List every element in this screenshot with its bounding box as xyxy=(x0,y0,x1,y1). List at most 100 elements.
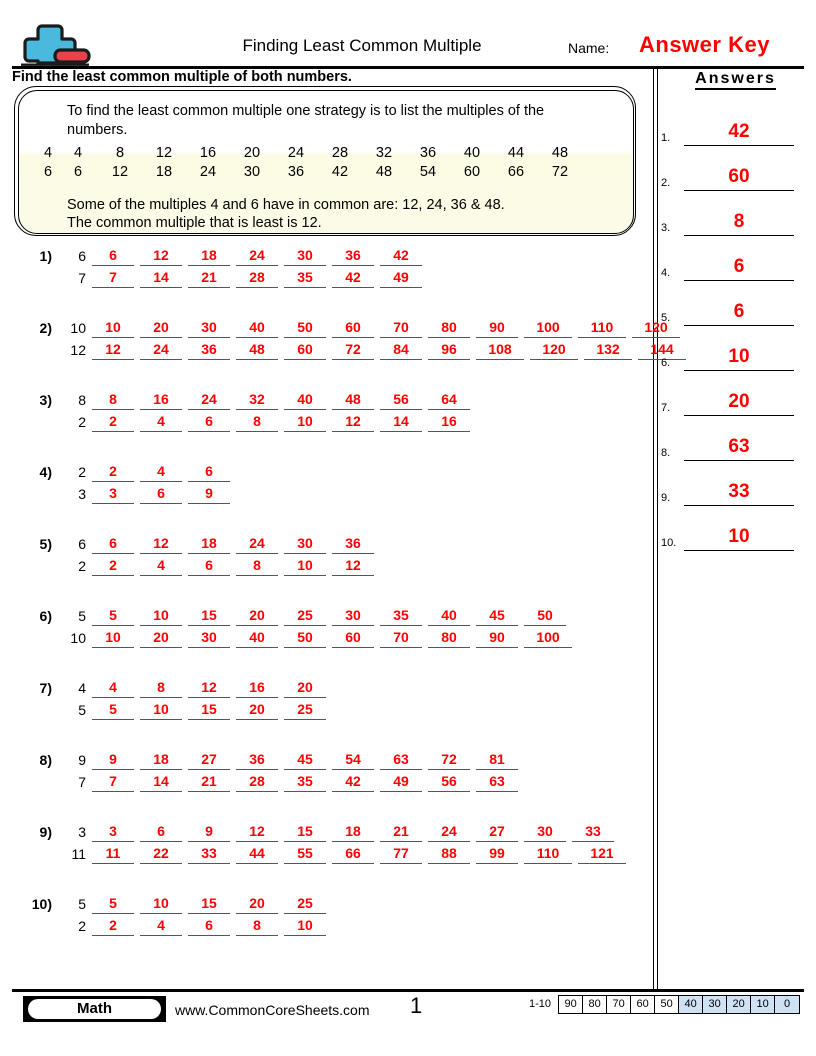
answer-value[interactable]: 6 xyxy=(733,301,745,322)
multiple-blank[interactable]: 121 xyxy=(578,844,626,864)
multiple-blank[interactable]: 55 xyxy=(284,844,326,864)
answer-value[interactable]: 33 xyxy=(728,481,750,502)
multiple-blank[interactable]: 30 xyxy=(332,606,374,626)
multiple-blank[interactable]: 40 xyxy=(236,318,278,338)
multiple-blank[interactable]: 4 xyxy=(140,412,182,432)
multiple-blank[interactable]: 21 xyxy=(188,268,230,288)
multiple-blank[interactable]: 15 xyxy=(188,606,230,626)
multiple-blank[interactable]: 20 xyxy=(236,606,278,626)
multiple-blank[interactable]: 12 xyxy=(188,678,230,698)
multiple-blank[interactable]: 12 xyxy=(140,246,182,266)
multiple-blank[interactable]: 81 xyxy=(476,750,518,770)
multiple-blank[interactable]: 11 xyxy=(92,844,134,864)
multiple-blank[interactable]: 144 xyxy=(638,340,686,360)
multiple-blank[interactable]: 120 xyxy=(632,318,680,338)
multiple-blank[interactable]: 48 xyxy=(332,390,374,410)
multiple-blank[interactable]: 27 xyxy=(476,822,518,842)
multiple-blank[interactable]: 14 xyxy=(140,772,182,792)
multiple-blank[interactable]: 45 xyxy=(284,750,326,770)
multiple-blank[interactable]: 49 xyxy=(380,268,422,288)
multiple-blank[interactable]: 3 xyxy=(92,822,134,842)
multiple-blank[interactable]: 12 xyxy=(140,534,182,554)
multiple-blank[interactable]: 108 xyxy=(476,340,524,360)
multiple-blank[interactable]: 40 xyxy=(236,628,278,648)
multiple-blank[interactable]: 30 xyxy=(188,318,230,338)
multiple-blank[interactable]: 10 xyxy=(140,606,182,626)
multiple-blank[interactable]: 25 xyxy=(284,700,326,720)
multiple-blank[interactable]: 110 xyxy=(524,844,572,864)
multiple-blank[interactable]: 24 xyxy=(428,822,470,842)
multiple-blank[interactable]: 10 xyxy=(284,916,326,936)
multiple-blank[interactable]: 64 xyxy=(428,390,470,410)
multiple-blank[interactable]: 24 xyxy=(236,246,278,266)
multiple-blank[interactable]: 100 xyxy=(524,318,572,338)
multiple-blank[interactable]: 96 xyxy=(428,340,470,360)
multiple-blank[interactable]: 15 xyxy=(188,700,230,720)
multiple-blank[interactable]: 8 xyxy=(140,678,182,698)
multiple-blank[interactable]: 9 xyxy=(188,484,230,504)
multiple-blank[interactable]: 18 xyxy=(188,246,230,266)
multiple-blank[interactable]: 18 xyxy=(332,822,374,842)
multiple-blank[interactable]: 80 xyxy=(428,628,470,648)
multiple-blank[interactable]: 6 xyxy=(92,534,134,554)
multiple-blank[interactable]: 16 xyxy=(236,678,278,698)
multiple-blank[interactable]: 4 xyxy=(140,916,182,936)
multiple-blank[interactable]: 8 xyxy=(236,556,278,576)
multiple-blank[interactable]: 6 xyxy=(188,916,230,936)
multiple-blank[interactable]: 35 xyxy=(284,772,326,792)
multiple-blank[interactable]: 10 xyxy=(140,700,182,720)
answer-value[interactable]: 60 xyxy=(728,166,750,187)
multiple-blank[interactable]: 22 xyxy=(140,844,182,864)
multiple-blank[interactable]: 18 xyxy=(188,534,230,554)
multiple-blank[interactable]: 33 xyxy=(188,844,230,864)
multiple-blank[interactable]: 36 xyxy=(188,340,230,360)
multiple-blank[interactable]: 50 xyxy=(284,318,326,338)
multiple-blank[interactable]: 21 xyxy=(380,822,422,842)
multiple-blank[interactable]: 7 xyxy=(92,268,134,288)
multiple-blank[interactable]: 50 xyxy=(284,628,326,648)
multiple-blank[interactable]: 6 xyxy=(140,484,182,504)
answer-value[interactable]: 10 xyxy=(728,346,750,367)
multiple-blank[interactable]: 8 xyxy=(236,412,278,432)
multiple-blank[interactable]: 88 xyxy=(428,844,470,864)
multiple-blank[interactable]: 120 xyxy=(530,340,578,360)
multiple-blank[interactable]: 56 xyxy=(380,390,422,410)
multiple-blank[interactable]: 16 xyxy=(428,412,470,432)
multiple-blank[interactable]: 66 xyxy=(332,844,374,864)
multiple-blank[interactable]: 20 xyxy=(140,628,182,648)
multiple-blank[interactable]: 42 xyxy=(332,268,374,288)
multiple-blank[interactable]: 90 xyxy=(476,628,518,648)
multiple-blank[interactable]: 6 xyxy=(188,462,230,482)
multiple-blank[interactable]: 15 xyxy=(188,894,230,914)
multiple-blank[interactable]: 36 xyxy=(332,534,374,554)
multiple-blank[interactable]: 60 xyxy=(284,340,326,360)
multiple-blank[interactable]: 100 xyxy=(524,628,572,648)
answer-value[interactable]: 10 xyxy=(728,526,750,547)
multiple-blank[interactable]: 4 xyxy=(92,678,134,698)
multiple-blank[interactable]: 33 xyxy=(572,822,614,842)
multiple-blank[interactable]: 2 xyxy=(92,412,134,432)
answer-value[interactable]: 20 xyxy=(728,391,750,412)
multiple-blank[interactable]: 25 xyxy=(284,894,326,914)
answer-value[interactable]: 63 xyxy=(728,436,750,457)
multiple-blank[interactable]: 5 xyxy=(92,894,134,914)
multiple-blank[interactable]: 44 xyxy=(236,844,278,864)
multiple-blank[interactable]: 6 xyxy=(188,412,230,432)
multiple-blank[interactable]: 30 xyxy=(284,246,326,266)
multiple-blank[interactable]: 10 xyxy=(92,628,134,648)
answer-value[interactable]: 8 xyxy=(733,211,745,232)
multiple-blank[interactable]: 32 xyxy=(236,390,278,410)
multiple-blank[interactable]: 84 xyxy=(380,340,422,360)
multiple-blank[interactable]: 14 xyxy=(140,268,182,288)
multiple-blank[interactable]: 12 xyxy=(332,412,374,432)
multiple-blank[interactable]: 50 xyxy=(524,606,566,626)
multiple-blank[interactable]: 8 xyxy=(236,916,278,936)
multiple-blank[interactable]: 9 xyxy=(92,750,134,770)
multiple-blank[interactable]: 49 xyxy=(380,772,422,792)
multiple-blank[interactable]: 30 xyxy=(524,822,566,842)
multiple-blank[interactable]: 10 xyxy=(92,318,134,338)
multiple-blank[interactable]: 24 xyxy=(188,390,230,410)
multiple-blank[interactable]: 60 xyxy=(332,318,374,338)
multiple-blank[interactable]: 2 xyxy=(92,916,134,936)
multiple-blank[interactable]: 110 xyxy=(578,318,626,338)
